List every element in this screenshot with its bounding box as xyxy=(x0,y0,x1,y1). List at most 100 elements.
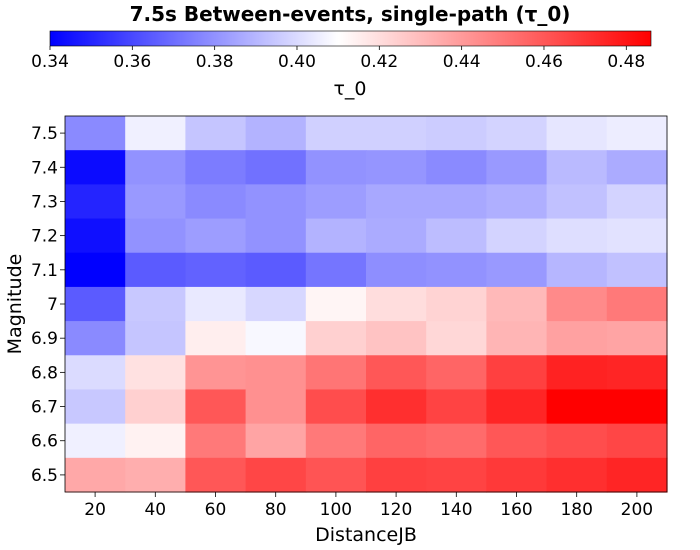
heatmap-cell xyxy=(606,252,668,288)
x-tick-label: 120 xyxy=(380,500,412,520)
heatmap-cell xyxy=(65,116,126,151)
heatmap-cell xyxy=(366,116,427,151)
heatmap-cell xyxy=(125,457,186,493)
heatmap-cell xyxy=(426,321,487,356)
heatmap-cell xyxy=(606,321,668,356)
heatmap-cell xyxy=(486,286,548,322)
heatmap-cell xyxy=(245,252,307,288)
heatmap-cell xyxy=(185,286,247,322)
x-tick-label: 60 xyxy=(205,500,227,520)
heatmap-cell xyxy=(486,321,548,356)
heatmap-cell xyxy=(486,389,548,425)
y-axis-ticks: 7.5 7.4 7.3 7.2 7.1 7 6.9 6.8 6.7 6.6 6.5 xyxy=(31,124,65,486)
heatmap-cell xyxy=(546,150,608,185)
x-axis-label: DistanceJB xyxy=(315,524,417,546)
heatmap-cell xyxy=(185,355,247,391)
heatmap-cell xyxy=(426,355,487,391)
heatmap-cell xyxy=(366,457,427,493)
heatmap-cell xyxy=(546,423,608,459)
heatmap-cell xyxy=(366,252,427,288)
heatmap-grid xyxy=(65,116,668,493)
colorbar-tick-label: 0.40 xyxy=(278,52,316,72)
heatmap-cell xyxy=(305,457,367,493)
heatmap-cell xyxy=(65,286,126,322)
y-tick-label: 7.3 xyxy=(31,192,58,212)
heatmap-cell xyxy=(606,184,668,220)
heatmap-cell xyxy=(606,218,668,254)
heatmap-cell xyxy=(305,389,367,425)
heatmap-cell xyxy=(606,457,668,493)
colorbar-tick-label: 0.34 xyxy=(31,52,69,72)
x-tick-label: 200 xyxy=(621,500,653,520)
heatmap-cell xyxy=(245,218,307,254)
heatmap-cell xyxy=(606,355,668,391)
heatmap-cell xyxy=(125,355,186,391)
heatmap-cell xyxy=(65,184,126,220)
x-tick-label: 160 xyxy=(500,500,532,520)
heatmap-cell xyxy=(305,218,367,254)
heatmap-cell xyxy=(486,184,548,220)
colorbar-tick-label: 0.42 xyxy=(360,52,398,72)
heatmap-cell xyxy=(185,218,247,254)
heatmap-cell xyxy=(366,218,427,254)
y-tick-label: 7.4 xyxy=(31,158,58,178)
y-axis-label: Magnitude xyxy=(4,254,26,355)
heatmap-cell xyxy=(65,355,126,391)
heatmap-cell xyxy=(245,423,307,459)
heatmap-cell xyxy=(125,252,186,288)
heatmap-cell xyxy=(486,355,548,391)
x-tick-label: 40 xyxy=(144,500,166,520)
heatmap-cell xyxy=(185,321,247,356)
heatmap-cell xyxy=(366,355,427,391)
y-tick-label: 7.1 xyxy=(31,261,58,281)
heatmap-cell xyxy=(185,150,247,185)
heatmap-cell xyxy=(426,218,487,254)
heatmap-cell xyxy=(546,116,608,151)
heatmap-cell xyxy=(426,116,487,151)
heatmap-cell xyxy=(426,423,487,459)
x-tick-label: 80 xyxy=(265,500,287,520)
y-tick-label: 6.9 xyxy=(31,329,58,349)
heatmap-cell xyxy=(546,355,608,391)
colorbar-tick-label: 0.38 xyxy=(196,52,234,72)
x-tick-label: 100 xyxy=(320,500,352,520)
heatmap-cell xyxy=(65,389,126,425)
heatmap-cell xyxy=(305,321,367,356)
heatmap-cell xyxy=(185,116,247,151)
colorbar-gradient xyxy=(49,30,652,47)
heatmap-cell xyxy=(366,423,427,459)
heatmap-cell xyxy=(366,389,427,425)
colorbar: 0.34 0.36 0.38 0.40 0.42 0.44 0.46 0.48 xyxy=(31,30,652,72)
heatmap-cell xyxy=(426,150,487,185)
heatmap-cell xyxy=(245,184,307,220)
x-tick-label: 20 xyxy=(84,500,106,520)
heatmap-cell xyxy=(185,252,247,288)
heatmap-cell xyxy=(606,150,668,185)
heatmap-cell xyxy=(606,423,668,459)
heatmap-cell xyxy=(65,423,126,459)
heatmap-cell xyxy=(305,355,367,391)
y-tick-label: 7.2 xyxy=(31,227,58,247)
heatmap-cell xyxy=(426,286,487,322)
heatmap-cell xyxy=(426,389,487,425)
heatmap-cell xyxy=(546,389,608,425)
heatmap-cell xyxy=(546,321,608,356)
heatmap-cell xyxy=(546,457,608,493)
heatmap-cell xyxy=(486,457,548,493)
heatmap-cell xyxy=(125,150,186,185)
heatmap-cell xyxy=(245,150,307,185)
heatmap-cell xyxy=(65,252,126,288)
heatmap-cell xyxy=(486,423,548,459)
heatmap-cell xyxy=(486,150,548,185)
heatmap-cell xyxy=(546,286,608,322)
heatmap-cell xyxy=(245,457,307,493)
heatmap-cell xyxy=(245,116,307,151)
heatmap-cell xyxy=(426,457,487,493)
y-tick-label: 6.5 xyxy=(31,466,58,486)
colorbar-tick-label: 0.36 xyxy=(113,52,151,72)
colorbar-tick-label: 0.46 xyxy=(525,52,563,72)
colorbar-tick-label: 0.48 xyxy=(607,52,645,72)
heatmap-cell xyxy=(125,423,186,459)
y-tick-label: 7.5 xyxy=(31,124,58,144)
